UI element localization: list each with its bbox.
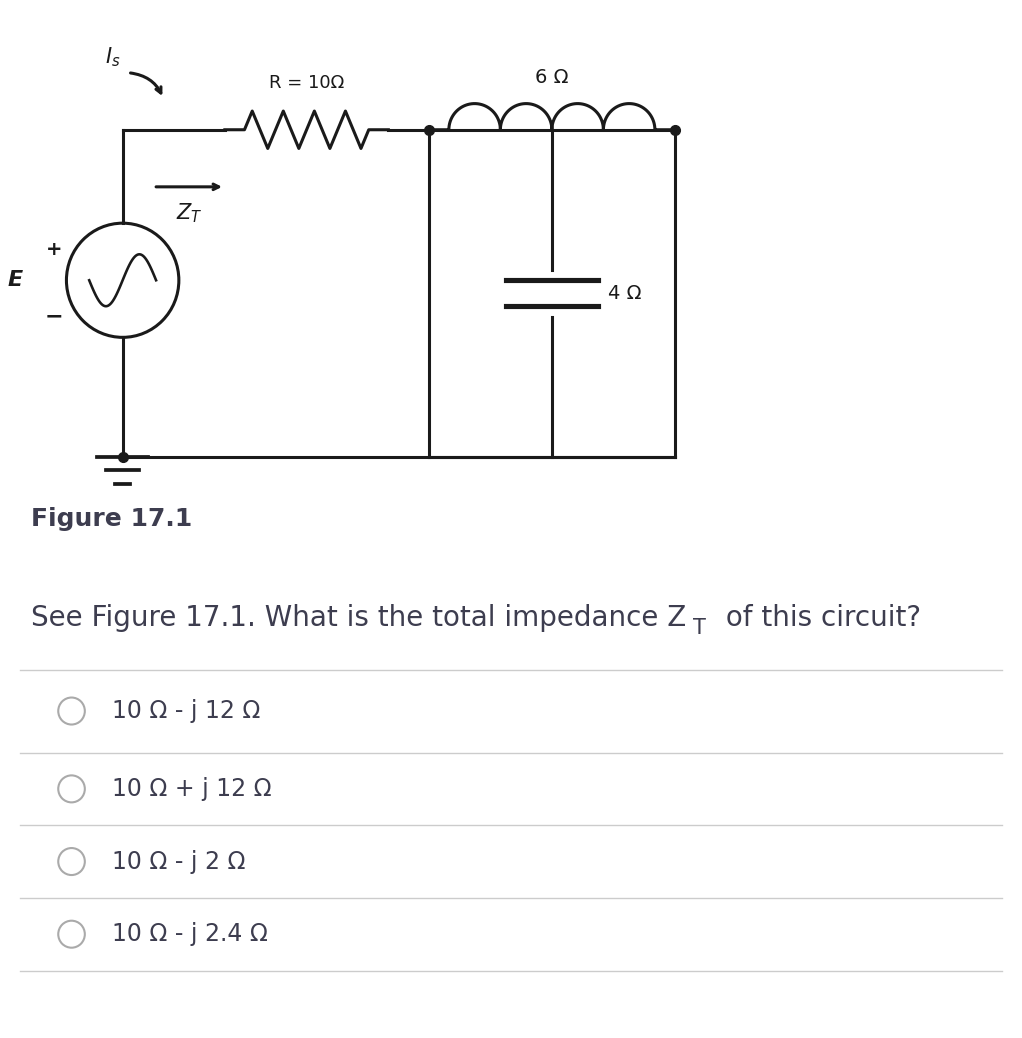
Text: 10 Ω - j 2 Ω: 10 Ω - j 2 Ω xyxy=(112,849,246,874)
Text: T: T xyxy=(693,618,706,638)
Text: −: − xyxy=(45,306,63,327)
Text: +: + xyxy=(46,240,62,258)
Text: Figure 17.1: Figure 17.1 xyxy=(31,507,192,531)
Text: 4 Ω: 4 Ω xyxy=(608,283,642,303)
Text: $Z_T$: $Z_T$ xyxy=(176,201,202,224)
Text: 6 Ω: 6 Ω xyxy=(536,69,568,87)
Text: See Figure 17.1. What is the total impedance Z: See Figure 17.1. What is the total imped… xyxy=(31,604,686,631)
Text: R = 10Ω: R = 10Ω xyxy=(269,74,344,92)
Text: 10 Ω + j 12 Ω: 10 Ω + j 12 Ω xyxy=(112,776,272,801)
Text: 10 Ω - j 2.4 Ω: 10 Ω - j 2.4 Ω xyxy=(112,922,269,947)
Text: I$_s$: I$_s$ xyxy=(104,46,121,69)
Text: E: E xyxy=(8,270,22,291)
Text: of this circuit?: of this circuit? xyxy=(717,604,922,631)
Text: 10 Ω - j 12 Ω: 10 Ω - j 12 Ω xyxy=(112,699,261,723)
